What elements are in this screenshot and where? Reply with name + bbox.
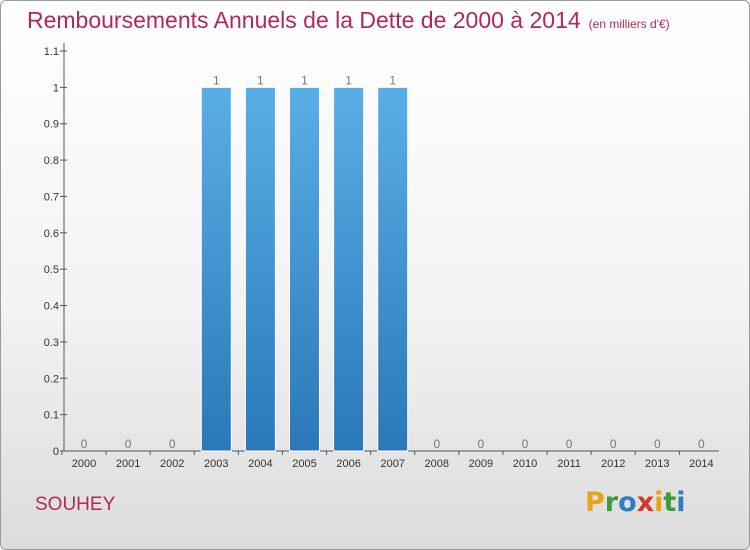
- data-label: 0: [81, 437, 88, 451]
- data-label: 0: [698, 437, 705, 451]
- y-tick-label: 0.5: [44, 264, 59, 276]
- data-label: 0: [654, 437, 661, 451]
- data-label: 1: [345, 73, 352, 87]
- x-tick-label: 2011: [557, 458, 581, 470]
- bar: [377, 86, 409, 452]
- x-tick-label: 2008: [425, 458, 449, 470]
- logo-letter: o: [618, 487, 637, 518]
- chart-title-text: Remboursements Annuels de la Dette de 20…: [27, 7, 581, 33]
- data-label: 0: [169, 437, 176, 451]
- x-tick-label: 2003: [204, 458, 228, 470]
- x-tick-label: 2005: [292, 458, 316, 470]
- y-tick-label: 0.3: [44, 337, 59, 349]
- y-tick-label: 1: [53, 82, 59, 94]
- x-tick-label: 2010: [513, 458, 537, 470]
- data-label: 0: [610, 437, 617, 451]
- x-tick-label: 2012: [601, 458, 625, 470]
- x-tick-label: 2009: [469, 458, 493, 470]
- x-tick-label: 2001: [116, 458, 140, 470]
- data-label: 0: [522, 437, 529, 451]
- data-label: 1: [257, 73, 264, 87]
- x-tick-label: 2007: [380, 458, 404, 470]
- x-tick-label: 2002: [160, 458, 184, 470]
- y-tick-label: 1.1: [44, 46, 59, 58]
- logo-letter: P: [585, 487, 605, 518]
- data-label: 1: [213, 73, 220, 87]
- chart-title: Remboursements Annuels de la Dette de 20…: [27, 7, 670, 34]
- location-name: SOUHEY: [35, 494, 116, 515]
- bar: [244, 86, 276, 452]
- chart-subtitle: (en milliers d'€): [588, 17, 670, 31]
- y-tick-label: 0: [53, 446, 59, 458]
- bar: [333, 86, 365, 452]
- x-tick-label: 2000: [72, 458, 96, 470]
- data-label: 1: [301, 73, 308, 87]
- y-tick-label: 0.7: [44, 191, 59, 203]
- logo-letter: i: [654, 487, 664, 518]
- bar: [289, 86, 320, 452]
- x-tick-label: 2006: [336, 458, 360, 470]
- x-tick-label: 2013: [645, 458, 669, 470]
- y-tick-label: 0.9: [44, 119, 59, 131]
- logo-letter: r: [604, 487, 619, 518]
- y-tick-label: 0.8: [44, 155, 59, 167]
- x-tick-label: 2004: [248, 458, 272, 470]
- logo-letter: i: [676, 487, 686, 518]
- y-tick-label: 0.1: [44, 410, 59, 422]
- logo-letter: x: [636, 487, 655, 518]
- logo-letter: t: [663, 487, 677, 518]
- data-label: 0: [433, 437, 440, 451]
- bar: [200, 86, 232, 452]
- y-tick-label: 0.6: [44, 228, 59, 240]
- data-label: 0: [125, 437, 132, 451]
- x-tick-label: 2014: [689, 458, 713, 470]
- y-tick-label: 0.2: [44, 373, 59, 385]
- data-label: 1: [389, 73, 396, 87]
- data-label: 0: [478, 437, 485, 451]
- proxiti-logo: Proxiti: [585, 487, 686, 518]
- y-tick-label: 0.4: [44, 301, 59, 313]
- data-label: 0: [566, 437, 573, 451]
